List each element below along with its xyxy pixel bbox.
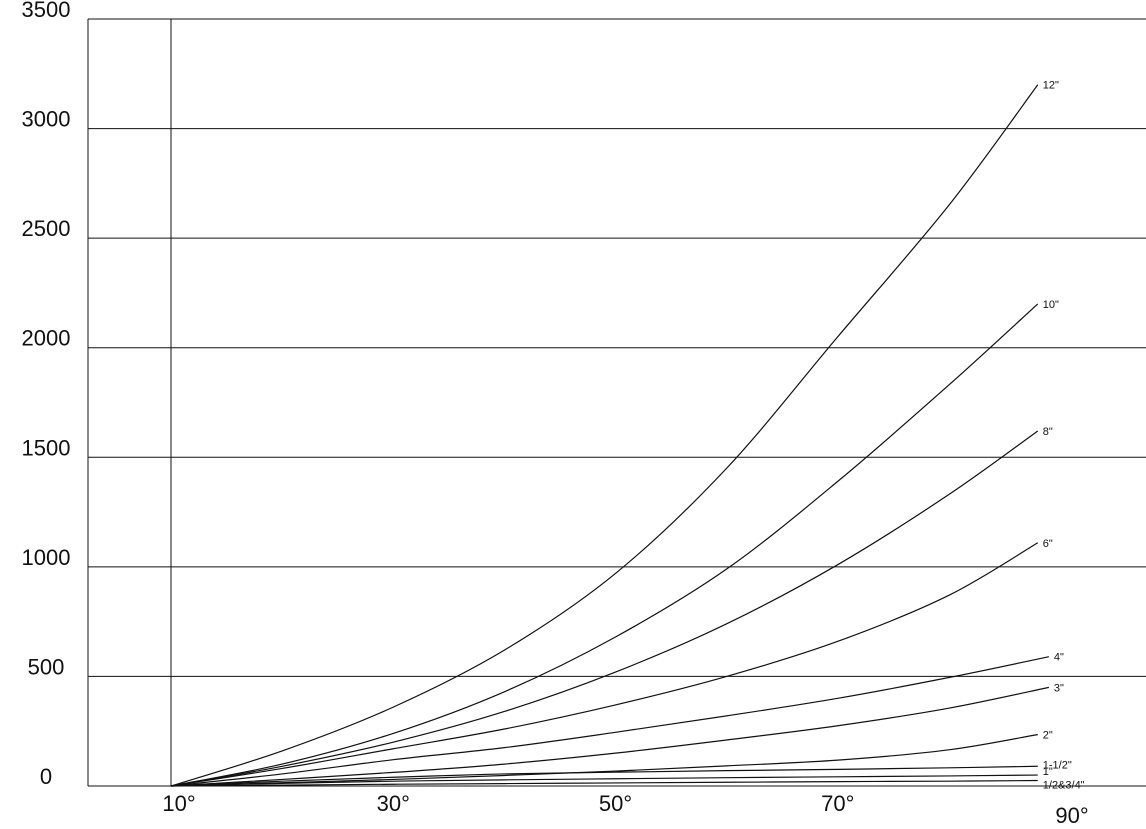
series-3-label: 6" [1043, 538, 1053, 550]
y-tick-label: 3500 [22, 0, 71, 22]
series-4-line [170, 656, 1050, 787]
series-8-line [170, 774, 1038, 787]
y-tick-label: 1500 [22, 435, 71, 460]
y-tick-label: 2000 [22, 326, 71, 351]
y-tick-label: 2500 [22, 216, 71, 241]
series-4-label: 4" [1054, 652, 1064, 664]
series-1-line [170, 303, 1039, 787]
x-tick-label: 10° [162, 791, 195, 816]
series-6-label: 2" [1043, 730, 1053, 742]
y-tick-label: 3000 [22, 107, 71, 132]
axis-layer [87, 19, 172, 786]
label-layer: 0 500 1000 1500 2000 2500 3000 3500 10° 30° 50° 70°… [22, 0, 1089, 828]
y-tick-label: 1000 [22, 545, 71, 570]
x-tick-label: 50° [599, 791, 632, 816]
series-0-line [170, 84, 1039, 787]
series-2-label: 8" [1043, 426, 1053, 438]
series-layer [170, 84, 1050, 787]
series-9-line [170, 779, 1038, 787]
y-tick-label: 0 [40, 764, 52, 789]
y-tick-label: 500 [28, 654, 65, 679]
series-2-line [170, 430, 1039, 787]
x-tick-label: 70° [821, 791, 854, 816]
series-7-label: 1-1/2" [1043, 759, 1072, 771]
series-6-line [170, 733, 1038, 787]
x-tick-label: 90° [1055, 803, 1088, 828]
series-9-label: 1/2&3/4" [1043, 780, 1085, 792]
series-5-label: 3" [1054, 682, 1064, 694]
series-8-label: 1" [1043, 766, 1053, 778]
series-1-label: 10" [1043, 299, 1059, 311]
grid-layer [88, 18, 1146, 787]
series-0-label: 12" [1043, 80, 1059, 92]
series-5-line [170, 686, 1050, 787]
series-3-line [170, 542, 1039, 787]
x-tick-label: 30° [377, 791, 410, 816]
series-7-line [170, 765, 1038, 787]
